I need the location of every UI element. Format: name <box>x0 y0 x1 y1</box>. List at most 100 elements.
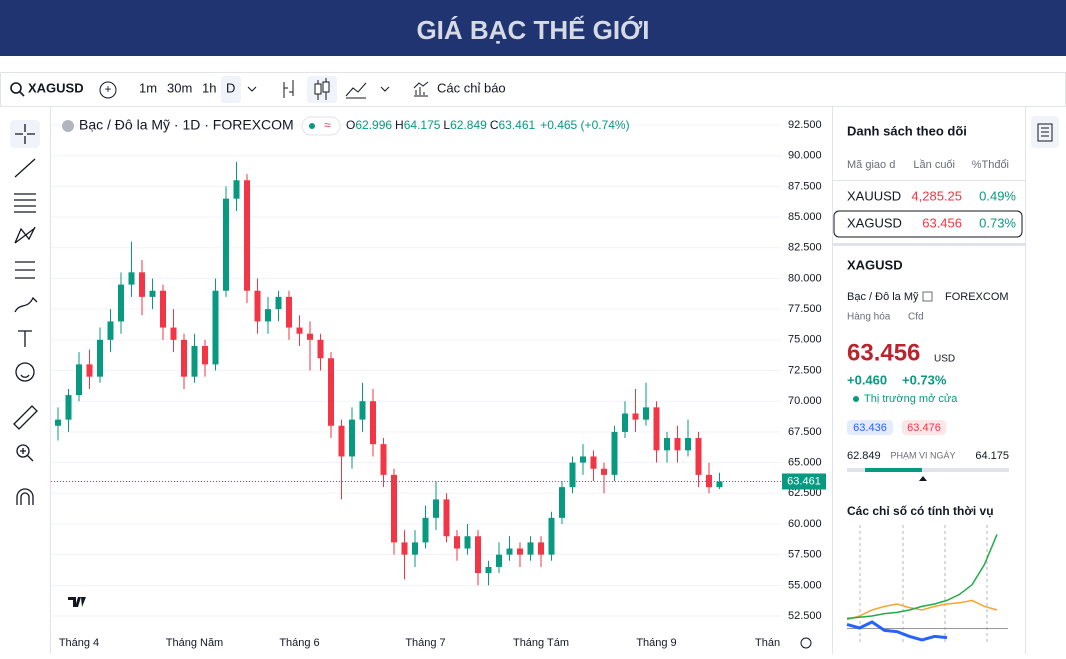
column-header[interactable]: Mã giao d <box>847 159 895 171</box>
indicators[interactable]: Các chỉ báo <box>437 80 506 95</box>
range-track <box>847 468 1009 472</box>
interval[interactable]: D <box>226 80 235 95</box>
candle-body <box>559 487 565 518</box>
candle-body <box>349 419 355 457</box>
ohlc-value: 62.996 <box>355 118 392 132</box>
candle-icon <box>314 83 322 95</box>
y-tick-label: 72.500 <box>788 364 822 376</box>
candle-body <box>160 290 166 328</box>
last-price-label: 63.461 <box>787 475 821 487</box>
y-tick-label: 65.000 <box>788 457 822 469</box>
candle-body <box>286 296 292 328</box>
y-tick-label: 62.500 <box>788 487 822 499</box>
status-dot <box>309 123 315 129</box>
symbol-icon <box>62 120 74 132</box>
row-last: 4,285.25 <box>911 188 962 203</box>
ohlc-value: 64.175 <box>404 118 441 132</box>
y-tick-label: 75.000 <box>788 334 822 346</box>
symbol[interactable]: XAGUSD <box>28 80 84 95</box>
candle-body <box>422 517 429 543</box>
row-symbol[interactable]: XAGUSD <box>847 215 902 230</box>
ohlc-key: O <box>346 118 355 132</box>
detail-kind: Cfd <box>908 312 924 323</box>
candle-body <box>433 499 439 518</box>
candle-body <box>97 339 103 377</box>
ask-pill <box>902 420 946 435</box>
row-last: 63.456 <box>922 215 962 230</box>
bar-style[interactable] <box>283 80 294 98</box>
candle-body <box>653 407 660 451</box>
ohlc-value: 63.461 <box>498 118 535 132</box>
candle-body <box>664 438 670 451</box>
ohlc-key: H <box>395 118 404 132</box>
search-icon[interactable] <box>10 82 22 94</box>
detail-symbol: XAGUSD <box>847 257 903 272</box>
search-icon <box>19 91 25 97</box>
row-selected[interactable] <box>833 210 1023 238</box>
candle-body <box>107 321 114 340</box>
detail-category: Hàng hóa <box>847 312 891 323</box>
candle-body <box>496 554 502 567</box>
candle-body <box>149 290 156 297</box>
candle-body <box>527 542 534 555</box>
indicators-icon <box>413 81 429 97</box>
dropdown[interactable] <box>380 86 390 92</box>
seasonal-line <box>846 620 948 642</box>
settings[interactable] <box>800 637 812 649</box>
detail-change-pct: +0.73% <box>902 372 947 387</box>
status-pill <box>301 116 341 136</box>
range-label: PHẠM VI NGÀY <box>890 450 955 460</box>
ohlc-key: L <box>443 118 450 132</box>
interval[interactable]: 1m <box>139 80 157 95</box>
interval[interactable]: 1h <box>202 80 216 95</box>
ohlc-value: 62.849 <box>450 118 487 132</box>
interval[interactable]: 30m <box>167 80 192 95</box>
candle-body <box>76 364 82 396</box>
candle-style[interactable] <box>307 76 337 103</box>
y-tick-label: 60.000 <box>788 518 822 530</box>
column-header[interactable]: %Thđổi <box>972 159 1009 171</box>
detail-exchange: FOREXCOM <box>945 291 1009 303</box>
detail-currency: USD <box>934 354 955 365</box>
column-header[interactable]: Lần cuối <box>913 159 955 171</box>
day-low: 62.849 <box>847 450 881 462</box>
range-pointer <box>919 476 927 481</box>
detail-status: Thị trường mở cửa <box>864 393 958 405</box>
ohlc-change: +0.465 (+0.74%) <box>540 118 629 132</box>
dropdown[interactable] <box>247 86 257 92</box>
y-tick-label: 52.500 <box>788 610 822 622</box>
candle-body <box>275 296 282 310</box>
x-tick-label: Thán <box>755 637 780 649</box>
add-symbol[interactable] <box>99 81 117 99</box>
bid-pill <box>847 420 893 435</box>
candle-body <box>391 474 397 543</box>
chart-style[interactable] <box>345 82 367 99</box>
candle-body <box>380 444 387 475</box>
x-tick-label: Tháng Năm <box>166 637 223 649</box>
candle-body <box>548 517 555 555</box>
candle-body <box>569 462 576 488</box>
candle-body <box>212 290 219 365</box>
candle-body <box>506 548 513 555</box>
candle-body <box>191 345 198 377</box>
candle-body <box>244 180 250 291</box>
x-tick-label: Tháng 6 <box>279 637 319 649</box>
candle-body <box>475 536 481 574</box>
price-axis <box>781 107 832 654</box>
row-symbol[interactable]: XAUUSD <box>847 188 901 203</box>
candle-body <box>181 339 187 377</box>
candle-body <box>464 536 471 549</box>
toolbar <box>0 72 1066 107</box>
candle-body <box>695 438 702 475</box>
y-tick-label: 87.500 <box>788 180 822 192</box>
candle-body <box>611 431 618 475</box>
candle-body <box>517 548 523 555</box>
candle-body <box>55 419 61 426</box>
y-tick-label: 70.000 <box>788 395 822 407</box>
link-icon[interactable] <box>922 291 933 302</box>
candle-body <box>590 456 597 469</box>
seasonal-line <box>846 534 998 620</box>
banner <box>0 0 1066 56</box>
y-tick-label: 77.500 <box>788 303 822 315</box>
